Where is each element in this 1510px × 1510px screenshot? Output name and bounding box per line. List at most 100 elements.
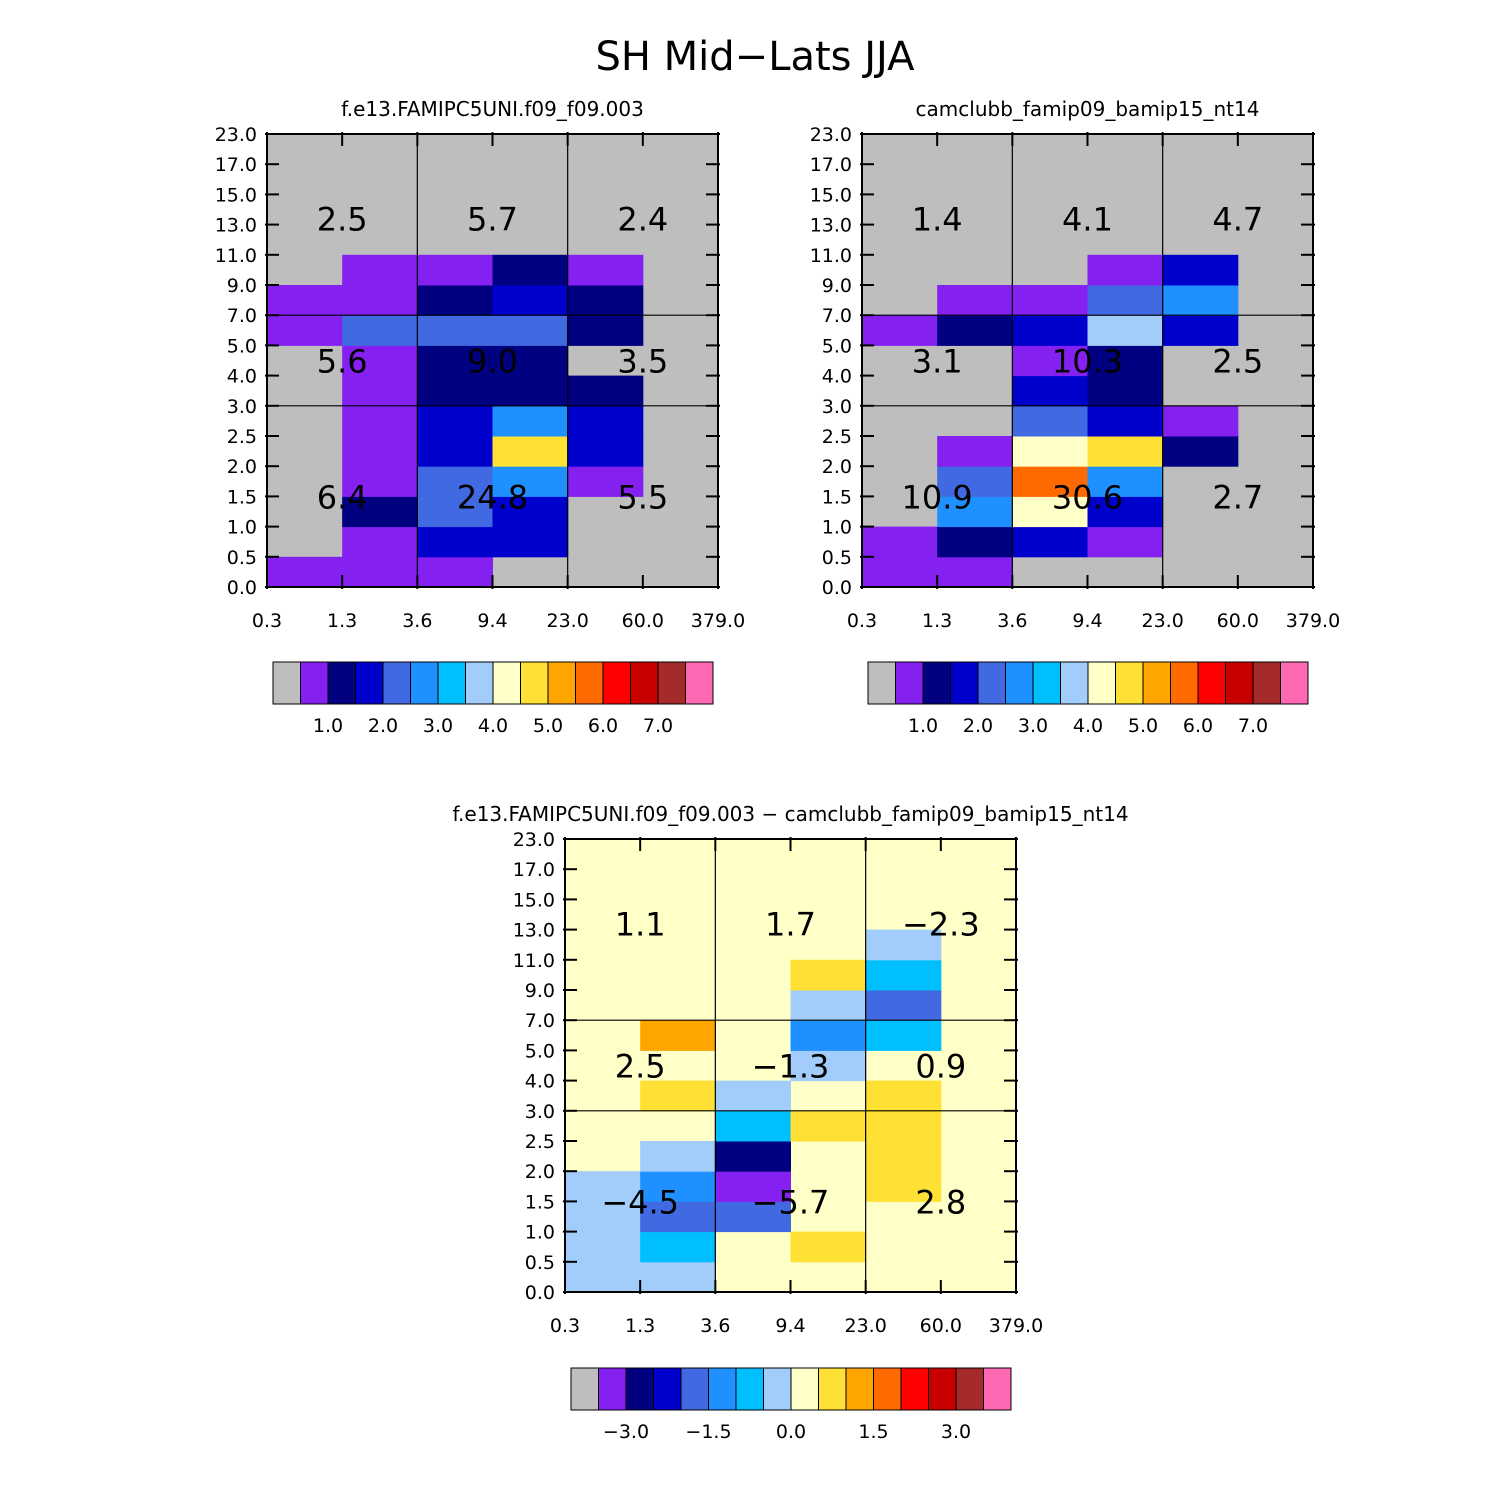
colorbar-label: 1.0: [908, 715, 938, 737]
heatmap-cell: [565, 1171, 641, 1202]
heatmap-cell: [1012, 315, 1088, 346]
x-tick-label: 3.6: [700, 1315, 730, 1337]
y-tick-label: 5.0: [525, 1040, 555, 1062]
panel-title: camclubb_famip09_bamip15_nt14: [916, 97, 1260, 121]
colorbar-label: 7.0: [643, 715, 673, 737]
region-value-label: 2.7: [1212, 478, 1263, 516]
heatmap-cell: [790, 990, 867, 1021]
x-tick-label: 23.0: [547, 610, 589, 632]
heatmap-cell: [790, 959, 867, 991]
y-tick-label: 1.5: [822, 486, 852, 508]
y-tick-label: 1.0: [525, 1222, 555, 1244]
heatmap-cell: [492, 496, 569, 528]
heatmap-cell: [640, 1231, 716, 1263]
colorbar-label: 3.0: [1018, 715, 1048, 737]
region-value-label: 1.7: [765, 906, 816, 944]
colorbar-label: 4.0: [1073, 715, 1103, 737]
heatmap-cell: [342, 285, 418, 316]
heatmap-cell: [715, 1110, 791, 1142]
y-tick-label: 9.0: [822, 275, 852, 297]
heatmap-cell: [342, 405, 418, 437]
colorbar-box: [1142, 661, 1171, 705]
heatmap-cell: [342, 526, 418, 558]
colorbar-box: [653, 1367, 682, 1411]
y-tick-label: 13.0: [513, 920, 555, 942]
y-tick-label: 0.0: [227, 577, 257, 599]
heatmap-cell: [342, 375, 418, 407]
heatmap-cell: [937, 466, 1013, 497]
heatmap-cell: [417, 345, 493, 377]
colorbar-box: [1060, 661, 1089, 705]
region-value-label: 10.9: [902, 478, 973, 516]
x-tick-label: 23.0: [845, 1315, 887, 1337]
heatmap-cell: [565, 1231, 641, 1263]
y-tick-label: 15.0: [810, 184, 852, 206]
x-tick-label: 0.3: [550, 1315, 580, 1337]
heatmap-cell: [1162, 315, 1239, 346]
y-tick-label: 13.0: [215, 215, 257, 237]
y-tick-label: 0.5: [822, 547, 852, 569]
x-tick-label: 9.4: [1072, 610, 1102, 632]
x-tick-label: 3.6: [997, 610, 1027, 632]
colorbar-box: [790, 1367, 819, 1411]
colorbar-label: 2.0: [963, 715, 993, 737]
colorbar-box: [873, 1367, 902, 1411]
heatmap-cell: [417, 315, 493, 346]
colorbar-box: [928, 1367, 957, 1411]
colorbar-box: [598, 1367, 627, 1411]
heatmap-panel: f.e13.FAMIPC5UNI.f09_f09.003 − camclubb_…: [452, 802, 1128, 1443]
heatmap-cell: [1087, 345, 1164, 377]
heatmap-cell: [640, 1080, 716, 1112]
x-tick-label: 379.0: [989, 1315, 1043, 1337]
heatmap-cell: [1087, 285, 1164, 316]
y-tick-label: 2.0: [227, 456, 257, 478]
colorbar-box: [1087, 661, 1116, 705]
colorbar: −3.0 −1.5 0.0 1.5 3.0: [570, 1367, 1012, 1443]
heatmap-cell: [492, 405, 569, 437]
y-tick-label: 2.5: [525, 1131, 555, 1153]
region-value-label: 4.1: [1062, 201, 1113, 239]
x-tick-label: 0.3: [847, 610, 877, 632]
heatmap-cell: [1087, 315, 1164, 346]
panel-title: f.e13.FAMIPC5UNI.f09_f09.003: [341, 97, 644, 121]
heatmap-cell: [715, 1080, 791, 1112]
region-value-label: 3.5: [617, 343, 668, 381]
colorbar-box: [382, 661, 411, 705]
y-tick-label: 1.5: [525, 1191, 555, 1213]
heatmap-cell: [1087, 405, 1164, 437]
region-value-label: −1.3: [752, 1048, 830, 1086]
y-tick-label: 3.0: [525, 1101, 555, 1123]
heatmap-cell: [865, 1110, 942, 1142]
colorbar-label: 4.0: [478, 715, 508, 737]
colorbar-box: [950, 661, 979, 705]
colorbar-box: [410, 661, 439, 705]
heatmap-cell: [640, 1201, 716, 1233]
region-value-label: 3.1: [912, 343, 963, 381]
heatmap-cell: [1162, 405, 1239, 437]
heatmap-cell: [715, 1141, 791, 1172]
colorbar-label: 3.0: [941, 1421, 971, 1443]
heatmap-cell: [1087, 254, 1164, 286]
region-value-label: 2.8: [915, 1183, 966, 1221]
colorbar-box: [1115, 661, 1144, 705]
heatmap-cell: [492, 315, 569, 346]
region-value-label: 1.4: [912, 201, 963, 239]
region-value-label: 5.5: [617, 478, 668, 516]
region-value-label: −4.5: [601, 1183, 679, 1221]
heatmap-cell: [492, 345, 569, 377]
colorbar-box: [602, 661, 631, 705]
colorbar-box: [867, 661, 896, 705]
heatmap-cell: [865, 929, 942, 961]
colorbar-box: [1252, 661, 1281, 705]
heatmap-panel: camclubb_famip09_bamip15_nt140.00.51.01.…: [810, 97, 1341, 737]
heatmap-cell: [937, 315, 1013, 346]
y-tick-label: 7.0: [525, 1010, 555, 1032]
region-value-label: 2.4: [617, 201, 668, 239]
colorbar-label: 5.0: [533, 715, 563, 737]
x-tick-label: 23.0: [1142, 610, 1184, 632]
y-tick-label: 0.5: [227, 547, 257, 569]
y-tick-label: 0.5: [525, 1252, 555, 1274]
colorbar-label: 1.5: [858, 1421, 888, 1443]
colorbar-box: [818, 1367, 847, 1411]
